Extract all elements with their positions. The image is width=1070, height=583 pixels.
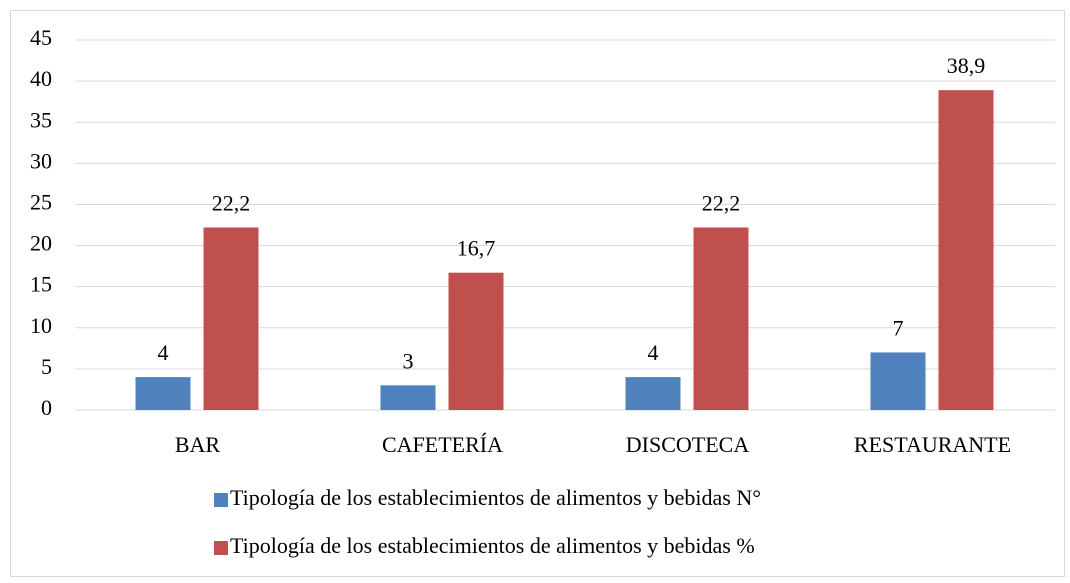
legend-label: Tipología de los establecimientos de ali… <box>230 485 761 510</box>
x-tick-label: BAR <box>175 432 221 457</box>
y-tick-label: 40 <box>30 66 52 91</box>
x-tick-label: RESTAURANTE <box>854 432 1011 457</box>
y-tick-label: 10 <box>30 313 52 338</box>
y-tick-label: 0 <box>41 395 52 420</box>
data-label: 16,7 <box>457 236 496 261</box>
y-tick-label: 25 <box>30 189 52 214</box>
bar <box>938 90 994 411</box>
x-tick-label: DISCOTECA <box>626 432 750 457</box>
data-label: 22,2 <box>212 191 251 216</box>
x-tick-label: CAFETERÍA <box>382 432 503 457</box>
bar <box>203 227 259 410</box>
chart-border <box>10 10 1065 577</box>
bar <box>870 352 926 410</box>
legend-label: Tipología de los establecimientos de ali… <box>230 533 755 558</box>
data-label: 22,2 <box>702 191 741 216</box>
bar <box>135 377 191 410</box>
bar <box>625 377 681 410</box>
data-label: 7 <box>893 315 904 340</box>
y-tick-label: 35 <box>30 107 52 132</box>
data-label: 38,9 <box>947 53 986 78</box>
bar <box>380 385 436 410</box>
data-label: 4 <box>158 340 169 365</box>
bar <box>448 272 504 410</box>
bar <box>693 227 749 410</box>
y-tick-label: 5 <box>41 354 52 379</box>
legend-swatch <box>214 493 228 507</box>
y-tick-label: 15 <box>30 272 52 297</box>
data-label: 4 <box>648 340 659 365</box>
y-tick-label: 45 <box>30 25 52 50</box>
y-tick-label: 20 <box>30 231 52 256</box>
legend-swatch <box>214 541 228 555</box>
y-tick-label: 30 <box>30 148 52 173</box>
data-label: 3 <box>403 348 414 373</box>
